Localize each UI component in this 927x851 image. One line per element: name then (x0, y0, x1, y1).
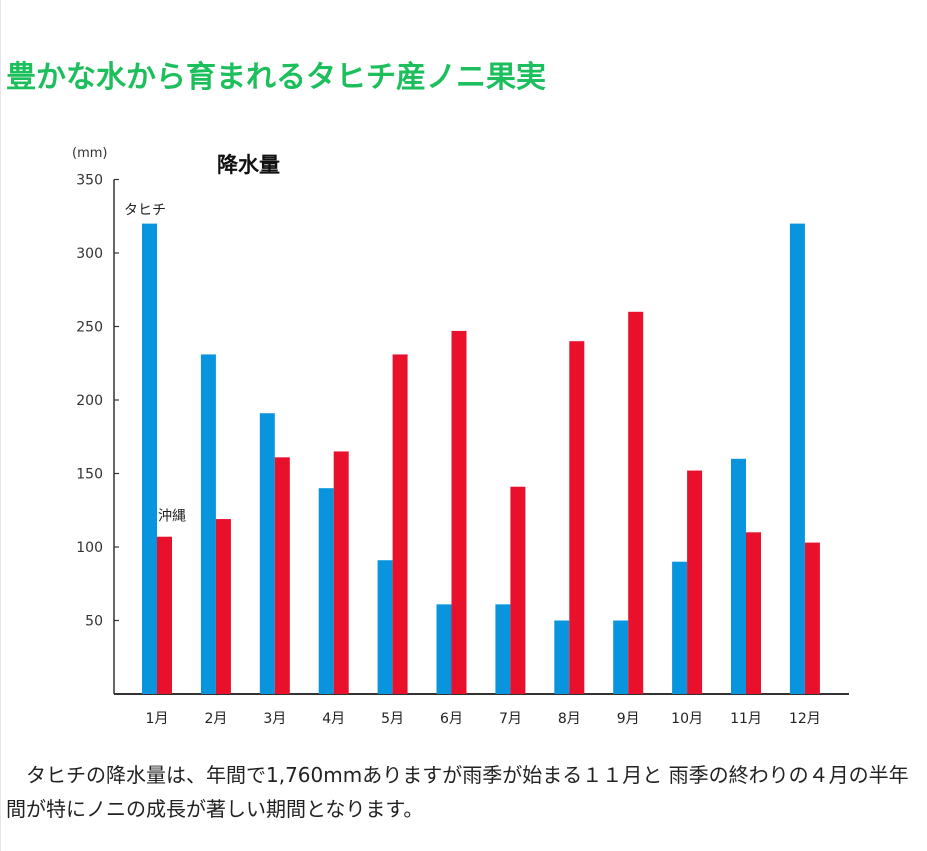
bar-okinawa (687, 470, 703, 694)
page-left-border (0, 0, 1, 851)
bar-okinawa (510, 486, 526, 694)
bar-okinawa (569, 341, 585, 694)
x-tick-label: 12月 (789, 711, 821, 727)
y-tick-label: 350 (76, 173, 103, 189)
page-heading: 豊かな水から育まれるタヒチ産ノニ果実 (6, 60, 546, 95)
bar-okinawa (333, 451, 349, 694)
y-tick-label: 250 (76, 320, 103, 336)
bar-tahiti (318, 488, 334, 694)
x-tick-label: 11月 (730, 711, 762, 727)
bar-tahiti (495, 604, 511, 694)
chart-title: 降水量 (217, 153, 280, 177)
y-tick-label: 50 (85, 614, 103, 630)
x-tick-label: 6月 (440, 711, 463, 727)
y-tick-label: 200 (76, 393, 103, 409)
bar-okinawa (804, 542, 820, 694)
bar-okinawa (746, 532, 761, 694)
bar-tahiti (554, 620, 570, 694)
x-tick-label: 9月 (617, 711, 640, 727)
x-tick-label: 8月 (558, 711, 581, 727)
bar-okinawa (274, 457, 290, 694)
bar-okinawa (215, 519, 231, 694)
caption-text: タヒチの降水量は、年間で1,760mmありますが雨季が始まる１１月と 雨季の終わ… (6, 763, 909, 821)
x-tick-label: 1月 (146, 711, 169, 727)
y-axis-unit: (mm) (72, 146, 107, 161)
bar-okinawa (628, 311, 644, 694)
x-tick-label: 3月 (263, 711, 286, 727)
series-label-tahiti: タヒチ (124, 203, 166, 219)
bar-tahiti (200, 354, 216, 694)
bar-tahiti (789, 223, 805, 694)
bar-tahiti (259, 413, 275, 694)
bar-tahiti (731, 458, 746, 694)
x-tick-label: 5月 (381, 711, 404, 727)
bar-tahiti (436, 604, 452, 694)
y-tick-label: 150 (76, 467, 103, 483)
y-tick-label: 100 (76, 540, 103, 556)
series-label-okinawa: 沖縄 (158, 509, 186, 525)
x-tick-label: 10月 (671, 711, 703, 727)
bar-tahiti (672, 561, 688, 694)
bar-okinawa (392, 354, 408, 694)
rainfall-chart: 50 100 150 200 250 300 350 (mm) 降水量タヒチ沖縄 1月 2月 3月 4月… (0, 120, 927, 740)
x-tick-label: 2月 (204, 711, 227, 727)
bar-okinawa (451, 330, 467, 694)
bar-okinawa (157, 536, 172, 694)
y-tick-label: 300 (76, 246, 103, 262)
x-tick-label: 7月 (499, 711, 522, 727)
bar-tahiti (377, 560, 393, 694)
bar-tahiti (142, 223, 157, 694)
bar-tahiti (613, 620, 629, 694)
x-tick-label: 4月 (322, 711, 345, 727)
